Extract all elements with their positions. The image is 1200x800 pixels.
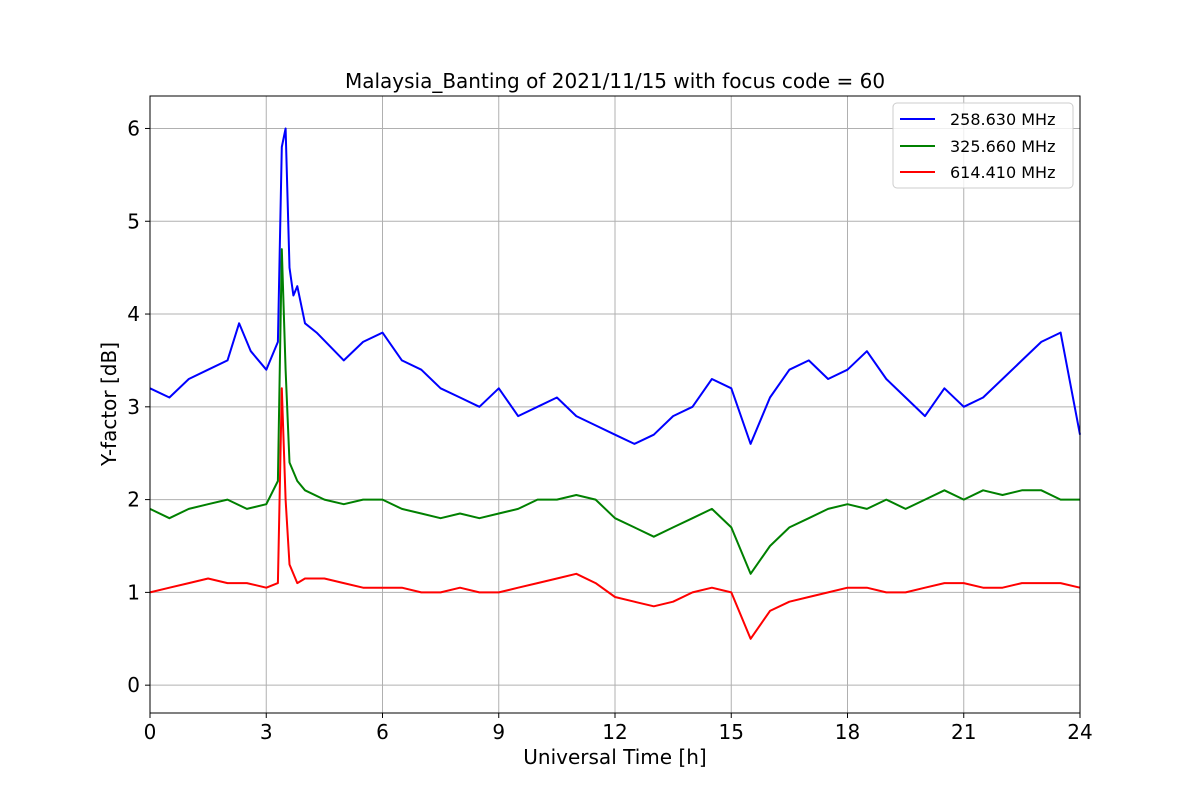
legend-label-2: 614.410 MHz — [950, 163, 1055, 182]
legend-label-0: 258.630 MHz — [950, 110, 1055, 129]
x-tick-label: 9 — [492, 720, 505, 744]
x-tick-label: 15 — [719, 720, 744, 744]
x-tick-label: 6 — [376, 720, 389, 744]
x-axis: 0 3 6 9 12 15 18 21 24 — [144, 713, 1093, 744]
x-tick-label: 0 — [144, 720, 157, 744]
x-tick-label: 3 — [260, 720, 273, 744]
chart-title: Malaysia_Banting of 2021/11/15 with focu… — [345, 69, 885, 93]
series-line-1 — [149, 248, 1080, 575]
x-tick-label: 12 — [602, 720, 627, 744]
legend-box — [892, 102, 1074, 189]
y-tick-label: 1 — [127, 580, 140, 604]
series-layer — [149, 127, 1081, 640]
x-axis-label: Universal Time [h] — [523, 745, 706, 769]
y-tick-label: 4 — [127, 302, 140, 326]
series-line-2 — [149, 387, 1081, 640]
y-tick-label: 5 — [127, 209, 140, 233]
y-tick-label: 0 — [127, 673, 140, 697]
x-tick-label: 18 — [835, 720, 860, 744]
y-tick-label: 2 — [127, 488, 140, 512]
series-line-0 — [149, 127, 1081, 445]
y-axis-label: Y-factor [dB] — [97, 342, 121, 467]
x-tick-label: 21 — [951, 720, 976, 744]
y-tick-label: 6 — [127, 116, 140, 140]
y-axis: 0 1 2 3 4 5 6 — [127, 116, 150, 697]
x-tick-label: 24 — [1067, 720, 1092, 744]
y-tick-label: 3 — [127, 395, 140, 419]
legend: 258.630 MHz 325.660 MHz 614.410 MHz — [892, 102, 1074, 189]
legend-label-1: 325.660 MHz — [950, 137, 1055, 156]
